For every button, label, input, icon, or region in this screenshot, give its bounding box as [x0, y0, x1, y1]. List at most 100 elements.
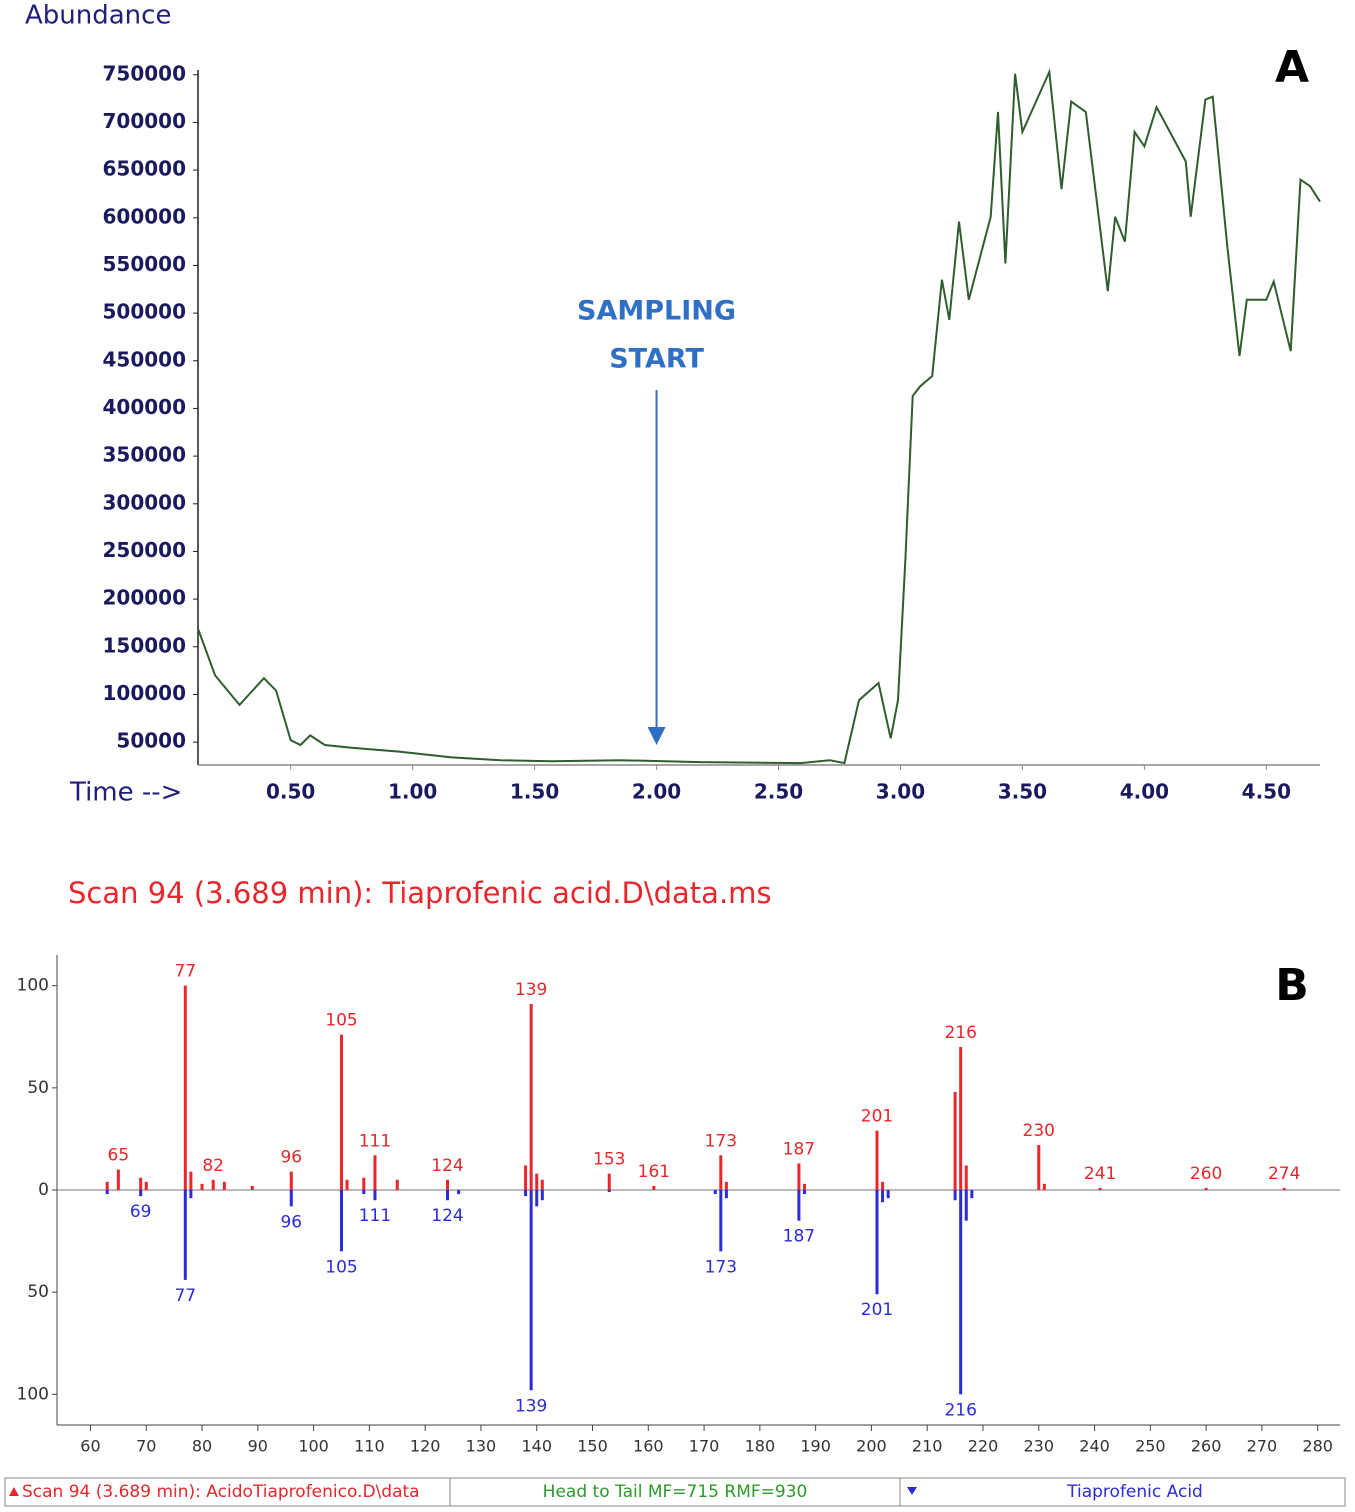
peak [875, 1130, 879, 1190]
panel-label: B [1275, 960, 1309, 1011]
peak [953, 1091, 957, 1190]
peak [535, 1173, 539, 1190]
x-tick-label: 190 [800, 1437, 831, 1456]
x-tick-label: 250 [1135, 1437, 1166, 1456]
peak [139, 1177, 143, 1190]
y-tick-label: 350000 [103, 443, 187, 467]
annotation-arrowhead [647, 726, 666, 745]
peak-label: 105 [325, 1011, 357, 1031]
peak [189, 1190, 193, 1199]
peak [797, 1163, 801, 1190]
y-tick-label: 50000 [116, 729, 186, 753]
annotation: START [609, 344, 704, 375]
x-tick-label: 3.00 [876, 780, 925, 804]
peak [540, 1190, 544, 1201]
peak [881, 1190, 885, 1203]
peak [724, 1190, 728, 1199]
x-tick-label: 4.00 [1120, 780, 1169, 804]
peak [289, 1190, 293, 1207]
peak-label: 260 [1190, 1164, 1222, 1184]
peak-label: 96 [280, 1212, 302, 1232]
peak [535, 1190, 539, 1207]
peak [1282, 1187, 1286, 1190]
y-tick-label: 400000 [103, 395, 187, 419]
peak [875, 1190, 879, 1295]
peak [211, 1179, 215, 1190]
x-tick-label: 1.50 [510, 780, 559, 804]
peak-label: 216 [944, 1023, 976, 1043]
peak [339, 1034, 343, 1190]
x-tick-label: 280 [1302, 1437, 1333, 1456]
x-tick-label: 1.00 [388, 780, 437, 804]
peak-label: 105 [325, 1257, 357, 1277]
y-tick-label: 100 [17, 1384, 49, 1404]
peak [713, 1190, 717, 1195]
x-tick-label: 170 [689, 1437, 720, 1456]
y-tick-label: 500000 [103, 300, 187, 324]
status-icon [907, 1487, 917, 1495]
y-tick-label: 750000 [103, 61, 187, 85]
peak [959, 1046, 963, 1190]
peak-label: 65 [108, 1146, 130, 1166]
x-tick-label: 230 [1024, 1437, 1055, 1456]
peak-label: 77 [174, 1286, 196, 1306]
x-tick-label: 240 [1079, 1437, 1110, 1456]
y-tick-label: 550000 [103, 252, 187, 276]
y-tick-label: 50 [27, 1282, 49, 1302]
x-tick-label: 120 [410, 1437, 441, 1456]
peak [802, 1190, 806, 1195]
peak [362, 1190, 366, 1195]
peak [105, 1181, 109, 1190]
peak [395, 1179, 399, 1190]
y-tick-label: 700000 [103, 109, 187, 133]
x-tick-label: 150 [577, 1437, 608, 1456]
x-tick-label: 260 [1191, 1437, 1222, 1456]
peak-label: 111 [359, 1131, 391, 1151]
peak-label: 216 [944, 1400, 976, 1420]
data-line [197, 68, 1321, 765]
x-tick-label: 100 [298, 1437, 329, 1456]
x-tick-label: 60 [80, 1437, 100, 1456]
peak-label: 139 [515, 1396, 547, 1416]
peak [964, 1190, 968, 1221]
annotation: SAMPLING [577, 296, 736, 327]
peak [607, 1190, 611, 1193]
peak [189, 1171, 193, 1190]
peak-label: 111 [359, 1206, 391, 1226]
peak [222, 1181, 226, 1190]
x-tick-label: 3.50 [998, 780, 1047, 804]
peak [445, 1179, 449, 1190]
peak-label: 82 [202, 1156, 224, 1176]
x-tick-label: 210 [912, 1437, 943, 1456]
x-tick-label: 270 [1247, 1437, 1278, 1456]
peak [373, 1190, 377, 1201]
peak-label: 77 [174, 962, 196, 982]
x-tick-label: 200 [856, 1437, 887, 1456]
peak-label: 139 [515, 980, 547, 1000]
peak [802, 1183, 806, 1190]
peak [964, 1165, 968, 1190]
peak [1204, 1187, 1208, 1190]
peak-label: 173 [705, 1257, 737, 1277]
x-tick-label: 0.50 [266, 780, 315, 804]
peak [362, 1177, 366, 1190]
x-tick-label: 110 [354, 1437, 385, 1456]
y-tick-label: 50 [27, 1078, 49, 1098]
status-bar [4, 1477, 1346, 1507]
peak [959, 1190, 963, 1395]
peak-label: 69 [130, 1202, 152, 1222]
y-tick-label: 200000 [103, 586, 187, 610]
x-tick-label: 2.00 [632, 780, 681, 804]
x-tick-label: 140 [521, 1437, 552, 1456]
x-tick-label: 4.50 [1242, 780, 1291, 804]
peak [881, 1181, 885, 1190]
peak-label: 124 [431, 1206, 463, 1226]
peak [719, 1190, 723, 1252]
y-tick-label: 100000 [103, 681, 187, 705]
x-tick-label: 180 [745, 1437, 776, 1456]
peak [200, 1183, 204, 1190]
x-axis-label: Time --> [69, 778, 182, 808]
peak [373, 1155, 377, 1190]
